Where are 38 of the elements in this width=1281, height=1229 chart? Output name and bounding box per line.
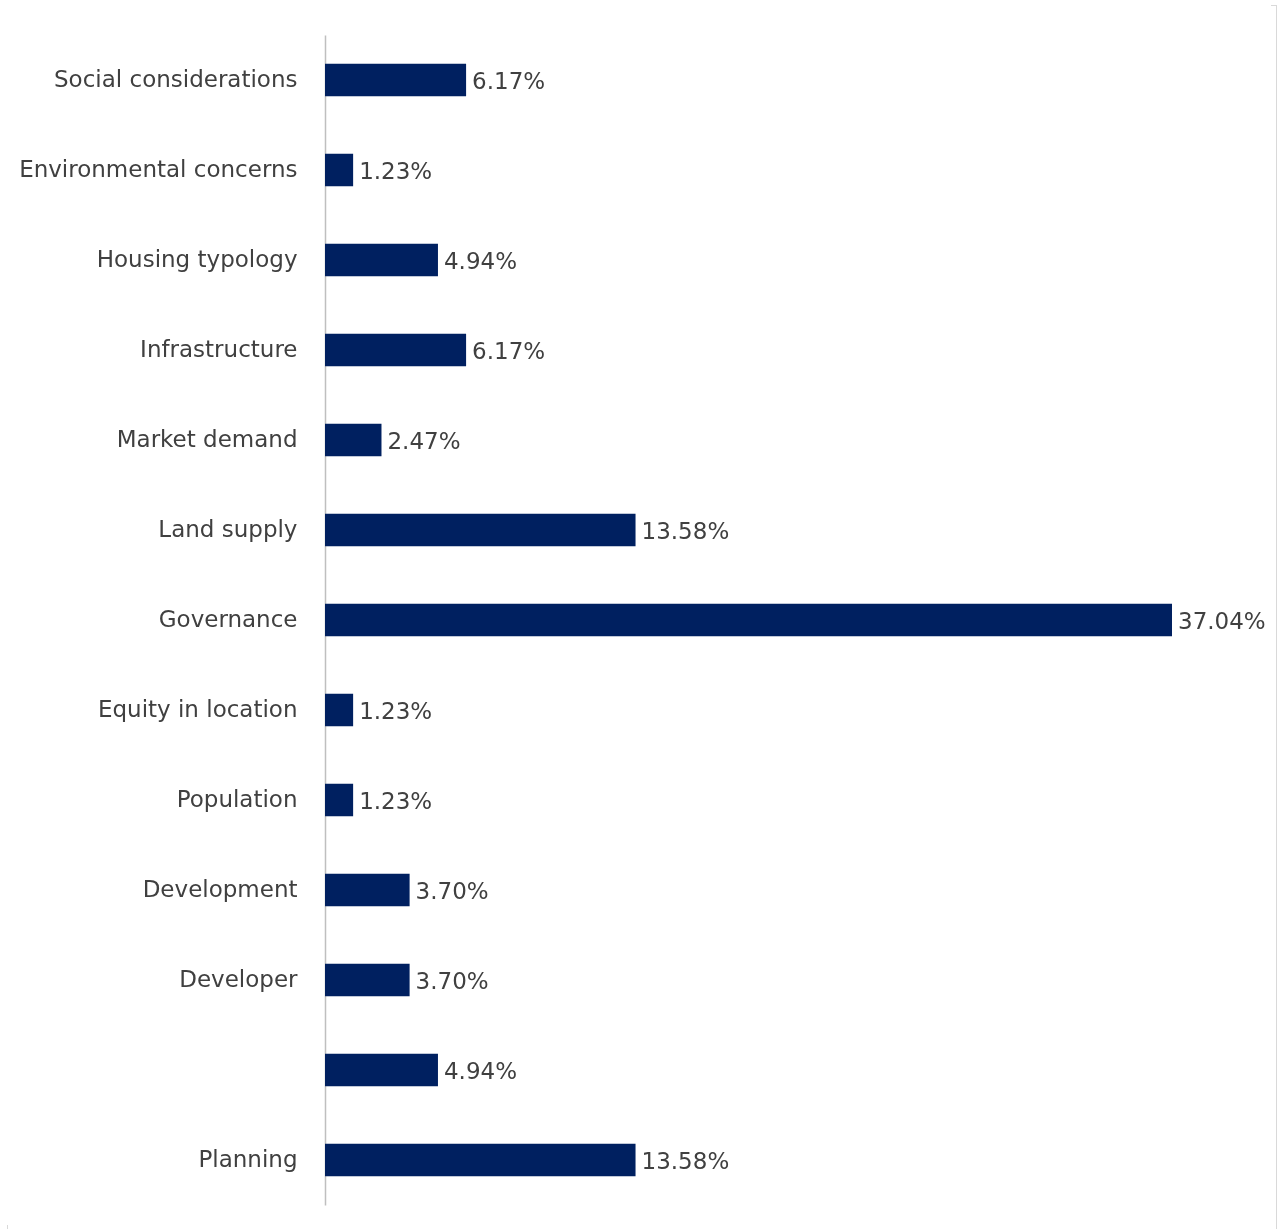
- data-label: 4.94%: [443, 248, 518, 274]
- bar: [325, 1143, 636, 1177]
- bar: [325, 243, 438, 277]
- data-label: 3.70%: [415, 968, 489, 994]
- y-tick-label: Environmental concerns: [19, 156, 298, 182]
- y-tick-label: Land supply: [158, 516, 298, 542]
- data-label: 2.47%: [387, 428, 461, 454]
- y-tick-label: Developer: [179, 966, 299, 992]
- data-label: 4.94%: [443, 1058, 518, 1084]
- y-tick-label: Governance: [158, 606, 298, 632]
- y-tick-label: Planning: [198, 1146, 298, 1172]
- data-label: 37.04%: [1178, 608, 1266, 634]
- bar: [325, 963, 410, 997]
- y-tick-label: Population: [176, 786, 298, 812]
- bar: [325, 423, 382, 457]
- data-label: 1.23%: [359, 698, 433, 724]
- y-tick-label: Social considerations: [53, 66, 298, 92]
- bar: [325, 153, 354, 187]
- y-tick-label: Development: [142, 876, 298, 902]
- bar: [325, 1053, 438, 1087]
- data-label: 1.23%: [359, 158, 433, 184]
- bar: [325, 693, 354, 727]
- data-label: 6.17%: [472, 68, 546, 94]
- data-label: 13.58%: [641, 518, 730, 544]
- bar: [325, 333, 467, 367]
- y-tick-label: Infrastructure: [140, 336, 298, 362]
- bar: [325, 873, 410, 907]
- y-tick-label: Housing typology: [96, 246, 298, 272]
- data-label: 6.17%: [472, 338, 546, 364]
- bar: [325, 783, 354, 817]
- data-label: 13.58%: [641, 1148, 730, 1174]
- bar: [325, 63, 467, 97]
- data-label: 1.23%: [359, 788, 433, 814]
- bar: [325, 513, 636, 547]
- y-tick-label: Equity in location: [97, 696, 298, 722]
- data-label: 3.70%: [415, 878, 489, 904]
- y-tick-label: Market demand: [116, 426, 298, 452]
- bar: [325, 603, 1172, 637]
